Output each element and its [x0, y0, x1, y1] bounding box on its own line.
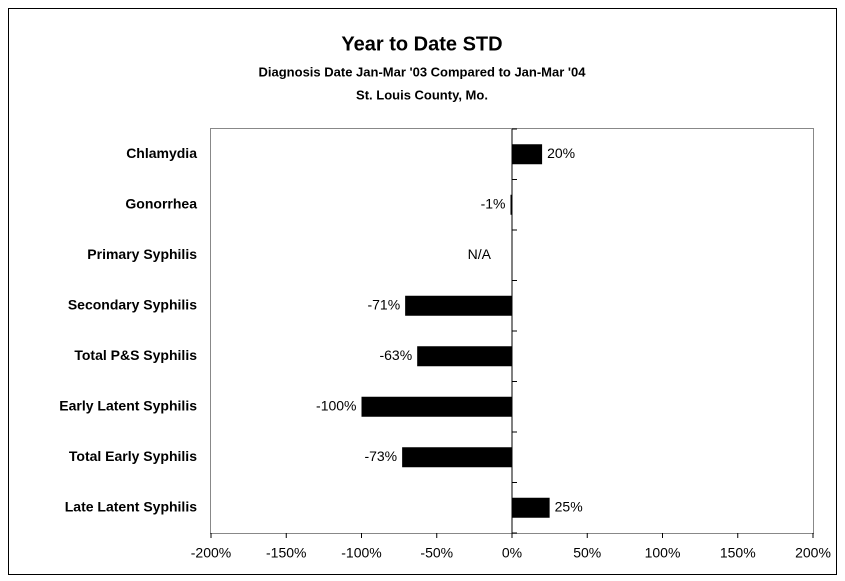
y-tick-label: Total P&S Syphilis — [74, 347, 197, 363]
bar — [405, 295, 512, 316]
bar — [512, 497, 550, 518]
data-label: -100% — [316, 397, 356, 413]
bar — [512, 144, 543, 165]
x-tick-label: 150% — [720, 545, 756, 561]
y-tick-label: Late Latent Syphilis — [65, 498, 197, 514]
y-tick-label: Chlamydia — [126, 145, 197, 161]
x-tick-label: 0% — [502, 545, 522, 561]
data-label: -73% — [364, 448, 397, 464]
chart-title: Year to Date STD — [341, 33, 502, 55]
x-tick-label: 200% — [795, 545, 831, 561]
bar — [510, 194, 512, 215]
bar — [361, 396, 512, 417]
bar — [402, 447, 512, 468]
y-tick-label: Total Early Syphilis — [69, 448, 197, 464]
chart-subtitle: Diagnosis Date Jan-Mar '03 Compared to J… — [259, 64, 587, 79]
x-tick-label: 50% — [573, 545, 601, 561]
data-label: -71% — [367, 296, 400, 312]
y-tick-label: Gonorrhea — [125, 195, 197, 211]
x-tick-label: -50% — [420, 545, 453, 561]
x-tick-label: 100% — [645, 545, 681, 561]
y-tick-label: Early Latent Syphilis — [59, 397, 197, 413]
data-label: 25% — [555, 498, 583, 514]
x-tick-label: -150% — [266, 545, 306, 561]
data-label: -63% — [379, 347, 412, 363]
y-tick-label: Primary Syphilis — [87, 246, 197, 262]
data-label: 20% — [547, 145, 575, 161]
y-tick-label: Secondary Syphilis — [68, 296, 197, 312]
x-tick-label: -200% — [191, 545, 231, 561]
chart-subtitle: St. Louis County, Mo. — [356, 87, 488, 102]
bar — [417, 346, 512, 367]
x-tick-label: -100% — [341, 545, 381, 561]
data-label: N/A — [468, 246, 492, 262]
data-label: -1% — [481, 195, 506, 211]
